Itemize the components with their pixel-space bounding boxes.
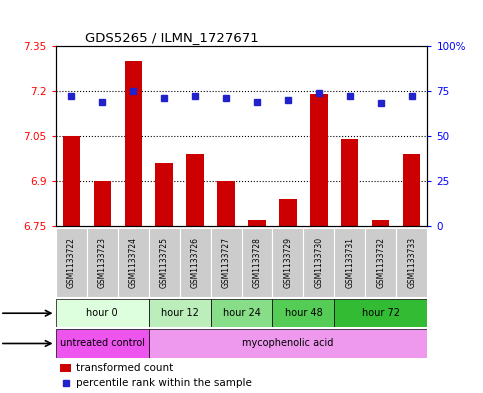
Bar: [62, 136, 80, 226]
Bar: [280, 199, 297, 226]
Bar: [403, 154, 421, 226]
Bar: [186, 154, 203, 226]
Bar: [94, 181, 111, 226]
Bar: [366, 228, 397, 297]
Text: GSM1133723: GSM1133723: [98, 237, 107, 288]
Bar: [56, 228, 86, 297]
Text: GSM1133722: GSM1133722: [67, 237, 75, 288]
Bar: [334, 299, 427, 327]
Bar: [272, 299, 334, 327]
Bar: [372, 220, 389, 226]
Text: GSM1133733: GSM1133733: [408, 237, 416, 288]
Text: GSM1133732: GSM1133732: [376, 237, 385, 288]
Bar: [341, 139, 358, 226]
Bar: [117, 228, 149, 297]
Text: untreated control: untreated control: [59, 338, 144, 349]
Text: GSM1133725: GSM1133725: [159, 237, 169, 288]
Text: GSM1133726: GSM1133726: [190, 237, 199, 288]
Text: hour 0: hour 0: [86, 308, 118, 318]
Bar: [56, 299, 149, 327]
Bar: [56, 329, 149, 358]
Bar: [60, 364, 71, 372]
Text: percentile rank within the sample: percentile rank within the sample: [76, 378, 252, 387]
Text: GSM1133729: GSM1133729: [284, 237, 293, 288]
Bar: [211, 299, 272, 327]
Bar: [149, 299, 211, 327]
Text: GSM1133728: GSM1133728: [253, 237, 261, 288]
Bar: [211, 228, 242, 297]
Bar: [272, 228, 303, 297]
Bar: [149, 228, 180, 297]
Text: GDS5265 / ILMN_1727671: GDS5265 / ILMN_1727671: [85, 31, 259, 44]
Text: GSM1133730: GSM1133730: [314, 237, 324, 288]
Bar: [303, 228, 334, 297]
Text: GSM1133724: GSM1133724: [128, 237, 138, 288]
Bar: [86, 228, 117, 297]
Bar: [125, 61, 142, 226]
Bar: [149, 329, 427, 358]
Text: hour 72: hour 72: [362, 308, 400, 318]
Bar: [248, 220, 266, 226]
Bar: [217, 181, 235, 226]
Bar: [180, 228, 211, 297]
Text: hour 48: hour 48: [284, 308, 322, 318]
Bar: [397, 228, 427, 297]
Bar: [242, 228, 272, 297]
Text: hour 12: hour 12: [160, 308, 199, 318]
Text: GSM1133731: GSM1133731: [345, 237, 355, 288]
Text: GSM1133727: GSM1133727: [222, 237, 230, 288]
Text: mycophenolic acid: mycophenolic acid: [242, 338, 334, 349]
Bar: [311, 94, 327, 226]
Bar: [334, 228, 366, 297]
Bar: [156, 163, 172, 226]
Text: hour 24: hour 24: [223, 308, 260, 318]
Text: transformed count: transformed count: [76, 363, 173, 373]
